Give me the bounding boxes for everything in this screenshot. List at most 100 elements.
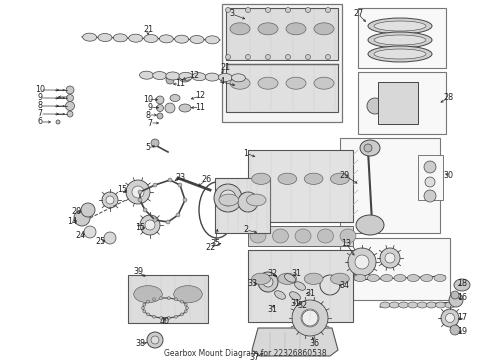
Circle shape [156, 96, 164, 104]
Circle shape [138, 190, 142, 194]
Ellipse shape [314, 77, 334, 89]
Circle shape [325, 54, 330, 59]
Text: 24: 24 [75, 230, 85, 239]
Text: 32: 32 [297, 302, 307, 310]
Circle shape [56, 120, 60, 124]
Ellipse shape [374, 49, 426, 59]
Text: 1: 1 [244, 148, 248, 158]
Ellipse shape [140, 71, 153, 79]
Circle shape [143, 303, 146, 306]
Circle shape [106, 196, 114, 204]
Bar [128, 275, 208, 323]
Circle shape [441, 309, 459, 327]
Circle shape [174, 315, 177, 318]
Circle shape [449, 293, 463, 307]
Bar [358, 72, 446, 134]
Text: 8: 8 [146, 111, 150, 120]
Circle shape [425, 177, 435, 187]
Circle shape [153, 218, 157, 222]
Circle shape [152, 315, 155, 318]
Circle shape [445, 314, 455, 323]
Circle shape [380, 248, 400, 268]
Bar [248, 250, 353, 322]
Ellipse shape [295, 229, 311, 243]
Circle shape [305, 54, 311, 59]
Ellipse shape [318, 229, 334, 243]
Bar [226, 8, 338, 60]
Ellipse shape [407, 274, 419, 282]
Text: 28: 28 [443, 94, 453, 103]
Circle shape [66, 86, 74, 94]
Text: 29: 29 [339, 171, 349, 180]
Circle shape [145, 220, 155, 230]
Text: 35: 35 [210, 239, 220, 248]
Circle shape [364, 144, 372, 152]
Circle shape [286, 54, 291, 59]
Circle shape [176, 213, 180, 217]
Circle shape [67, 111, 73, 117]
Ellipse shape [258, 23, 278, 35]
Ellipse shape [252, 173, 270, 184]
Ellipse shape [434, 274, 446, 282]
Text: 20: 20 [71, 207, 81, 216]
Ellipse shape [153, 72, 167, 80]
Text: 9: 9 [147, 103, 152, 112]
Circle shape [166, 76, 174, 84]
Text: 7: 7 [37, 109, 43, 118]
Text: Gearbox Mount Diagram for 22326860538: Gearbox Mount Diagram for 22326860538 [164, 349, 326, 358]
Ellipse shape [394, 274, 406, 282]
Circle shape [165, 103, 175, 113]
Bar [418, 155, 443, 200]
Circle shape [355, 255, 369, 269]
Ellipse shape [330, 173, 349, 184]
Text: 10: 10 [35, 85, 45, 94]
Circle shape [66, 102, 74, 111]
Ellipse shape [190, 36, 204, 44]
Circle shape [385, 253, 395, 263]
Circle shape [168, 178, 172, 182]
Ellipse shape [252, 273, 270, 284]
Polygon shape [252, 328, 338, 356]
Ellipse shape [205, 36, 220, 44]
Text: 39: 39 [133, 267, 143, 276]
Ellipse shape [219, 73, 232, 81]
Circle shape [183, 198, 187, 202]
Ellipse shape [368, 274, 379, 282]
Text: 36: 36 [309, 339, 319, 348]
Text: 34: 34 [339, 280, 349, 289]
Circle shape [325, 8, 330, 13]
Ellipse shape [356, 215, 384, 235]
Text: 11: 11 [175, 80, 185, 89]
Ellipse shape [278, 273, 297, 284]
Ellipse shape [179, 104, 191, 112]
Text: 3: 3 [229, 9, 235, 18]
Text: 31: 31 [305, 288, 315, 297]
Text: 31: 31 [290, 300, 300, 309]
Circle shape [220, 190, 236, 206]
Bar [222, 4, 342, 122]
Text: 8: 8 [38, 102, 43, 111]
Ellipse shape [174, 285, 202, 303]
Text: 21: 21 [220, 63, 230, 72]
Circle shape [225, 8, 230, 13]
Circle shape [74, 210, 90, 226]
Ellipse shape [398, 302, 409, 308]
Circle shape [180, 313, 183, 316]
Circle shape [266, 8, 270, 13]
Circle shape [178, 183, 182, 187]
Circle shape [143, 208, 147, 212]
Text: 30: 30 [443, 171, 453, 180]
Circle shape [245, 8, 250, 13]
Circle shape [104, 232, 116, 244]
Ellipse shape [408, 302, 418, 308]
Text: 12: 12 [195, 91, 205, 100]
Bar [248, 150, 353, 222]
Text: 31: 31 [267, 306, 277, 315]
Ellipse shape [174, 35, 189, 43]
Ellipse shape [230, 23, 250, 35]
Ellipse shape [179, 74, 191, 82]
Circle shape [152, 298, 155, 301]
Text: 27: 27 [353, 9, 363, 18]
Circle shape [258, 272, 278, 292]
Circle shape [138, 198, 142, 202]
